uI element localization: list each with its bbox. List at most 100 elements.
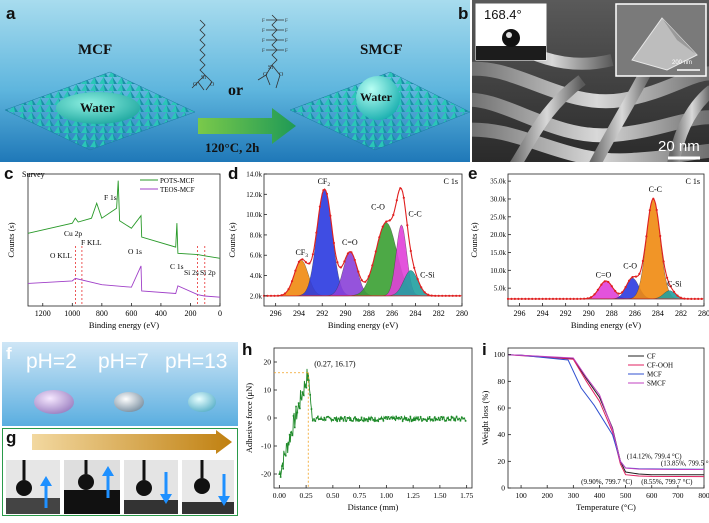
sem-image xyxy=(460,0,709,174)
x-axis-label: Temperature (°C) xyxy=(576,502,636,512)
x-tick-label: 1.25 xyxy=(407,491,420,500)
x-tick-label: 282 xyxy=(675,309,687,318)
raw-data-point xyxy=(628,279,631,282)
x-tick-label: 284 xyxy=(409,309,421,318)
force-data-point xyxy=(282,467,285,470)
force-data-point xyxy=(349,419,351,422)
svg-text:F: F xyxy=(262,19,265,24)
force-data-point xyxy=(390,416,392,419)
ph-label-7: pH=7 xyxy=(98,350,149,373)
legend-label: CF-OOH xyxy=(647,362,673,370)
force-data-point xyxy=(414,419,417,421)
force-data-point xyxy=(358,420,360,422)
force-data-point xyxy=(367,420,369,423)
or-label: or xyxy=(228,82,244,99)
force-data-point xyxy=(331,418,333,421)
force-data-point xyxy=(309,394,311,396)
x-tick-label: 296 xyxy=(270,309,282,318)
x-tick-label: 500 xyxy=(620,491,632,500)
raw-data-point xyxy=(614,289,617,293)
x-tick-label: 200 xyxy=(184,309,196,318)
peak-label: F KLL xyxy=(81,238,102,247)
force-data-point xyxy=(336,420,338,423)
force-data-point xyxy=(418,418,421,421)
y-tick-label: 10 xyxy=(264,386,272,395)
raw-data-point xyxy=(385,220,388,223)
legend-label: MCF xyxy=(647,371,662,379)
force-data-point xyxy=(430,418,432,421)
x-axis-label: Binding energy (eV) xyxy=(571,320,641,330)
water-drop-left xyxy=(56,92,140,124)
force-data-point xyxy=(318,418,320,420)
raw-data-point xyxy=(586,297,589,300)
x-tick-label: 0.00 xyxy=(273,491,286,500)
force-data-point xyxy=(344,416,346,418)
force-data-point xyxy=(304,386,306,388)
plot-frame xyxy=(507,173,705,307)
force-data-point xyxy=(281,465,283,467)
panel-g: g xyxy=(1,427,239,517)
force-data-point xyxy=(335,419,337,421)
force-data-point xyxy=(451,416,454,419)
force-data-point xyxy=(301,391,304,393)
x-tick-label: 286 xyxy=(629,309,641,318)
y-tick-label: -10 xyxy=(261,442,271,451)
y-tick-label: 6.0k xyxy=(250,252,263,260)
force-data-point xyxy=(401,420,404,422)
force-data-point xyxy=(369,418,372,421)
force-data-point xyxy=(410,420,413,422)
raw-data-point xyxy=(634,275,638,278)
force-data-point xyxy=(394,418,396,420)
frame-3 xyxy=(124,460,178,514)
force-data-point xyxy=(377,420,380,423)
c1s-fit-chart-pots: 296 294 292 290 288 286 284 282 280 2.0k 4.0k 6.0k 8… xyxy=(227,171,468,331)
annotation-cf: (9.90%, 799.7 °C) xyxy=(581,478,633,486)
up-arrow-icon xyxy=(102,466,114,476)
x-tick-label: 288 xyxy=(363,309,375,318)
x-tick-label: 292 xyxy=(560,309,572,318)
peak-label: O 1s xyxy=(128,247,142,256)
pots-molecule-icon xyxy=(191,19,213,91)
force-data-point xyxy=(305,386,308,389)
plot-frame xyxy=(507,347,705,489)
force-data-point xyxy=(437,416,440,419)
force-data-point xyxy=(454,419,457,422)
down-arrow-icon xyxy=(160,494,172,504)
y-tick-label: 10.0k xyxy=(246,211,262,219)
force-data-point xyxy=(292,415,295,417)
force-data-point xyxy=(419,416,422,418)
y-tick-label: 35.0k xyxy=(490,178,506,186)
raw-data-point xyxy=(392,213,395,217)
raw-data-point xyxy=(297,260,300,263)
force-data-point xyxy=(426,420,428,422)
plot-frame xyxy=(263,173,463,307)
droplet-ph2 xyxy=(34,390,74,414)
force-data-point xyxy=(427,418,430,420)
panel-g-label: g xyxy=(6,428,17,447)
force-data-point xyxy=(337,417,340,420)
y-tick-label: 10.0k xyxy=(490,267,506,275)
raw-data-point xyxy=(607,280,610,284)
force-data-point xyxy=(338,420,341,422)
panel-e-label: e xyxy=(468,164,478,183)
raw-data-point xyxy=(283,292,287,295)
force-data-point xyxy=(417,416,419,418)
frame-4 xyxy=(182,460,234,514)
x-tick-label: 1.75 xyxy=(460,491,473,500)
force-data-point xyxy=(435,417,437,420)
panel-c-label: c xyxy=(4,164,14,183)
force-data-point xyxy=(444,420,446,422)
x-tick-label: 290 xyxy=(340,309,352,318)
svg-text:F: F xyxy=(262,49,265,54)
mcf-title: MCF xyxy=(78,42,113,58)
x-tick-label: 0.50 xyxy=(326,491,339,500)
raw-data-point xyxy=(648,209,651,212)
x-axis-label: Distance (mm) xyxy=(348,502,399,512)
survey-title: Survey xyxy=(22,170,45,179)
force-data-point xyxy=(368,418,371,420)
force-data-point xyxy=(450,415,453,418)
y-tick-label: 12.0k xyxy=(246,191,262,199)
svg-text:F: F xyxy=(285,49,288,54)
panel-d: 296 294 292 290 288 286 284 282 280 2.0k 4.0k 6.0k 8… xyxy=(226,164,468,338)
force-data-point xyxy=(408,418,410,421)
